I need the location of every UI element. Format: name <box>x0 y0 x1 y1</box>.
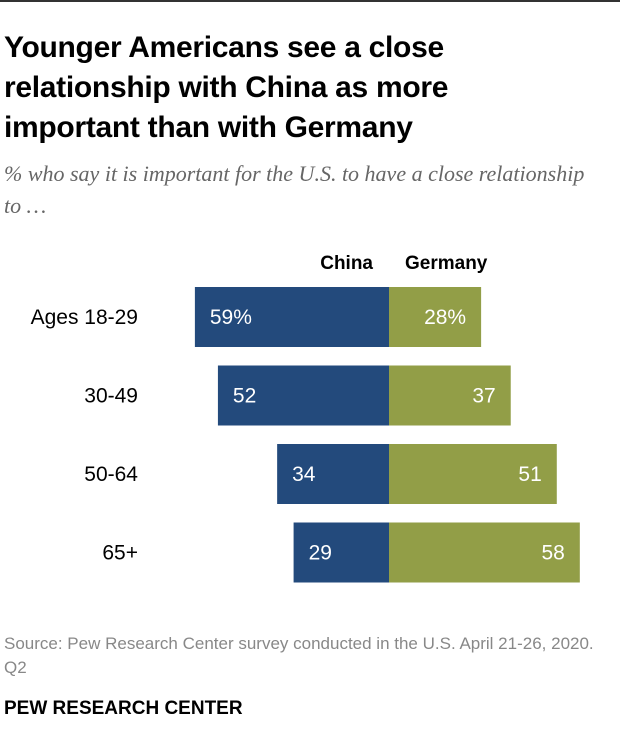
top-rule <box>0 0 620 2</box>
chart-subtitle: % who say it is important for the U.S. t… <box>4 161 585 218</box>
bar-germany-50-64 <box>389 444 557 504</box>
bar-china-ages-18-29 <box>194 287 389 347</box>
credit-line: PEW RESEARCH CENTER <box>4 698 243 719</box>
data-label-germany-50-64: 51 <box>518 463 541 486</box>
data-label-germany-ages-18-29: 28% <box>424 306 466 329</box>
data-label-china-ages-18-29: 59% <box>210 306 252 329</box>
diverging-bar-chart: China Germany Ages 18-29 59% 28% 30-49 52 37 50-… <box>31 253 580 583</box>
series-label-germany: Germany <box>405 253 488 274</box>
source-note: Source: Pew Research Center survey condu… <box>4 634 594 677</box>
bar-china-65- <box>293 522 389 583</box>
data-label-germany-65-: 58 <box>541 542 564 565</box>
data-label-china-30-49: 52 <box>233 385 256 408</box>
bar-germany-ages-18-29 <box>389 287 482 347</box>
data-label-china-50-64: 34 <box>292 463 316 486</box>
series-label-china: China <box>320 253 373 274</box>
bar-germany-30-49 <box>389 365 511 426</box>
category-label-65-: 65+ <box>102 542 138 565</box>
category-label-ages-18-29: Ages 18-29 <box>31 306 138 329</box>
category-label-30-49: 30-49 <box>84 385 138 408</box>
data-label-germany-30-49: 37 <box>472 385 495 408</box>
bar-china-30-49 <box>217 365 389 426</box>
chart-title: Younger Americans see a close relationsh… <box>4 31 449 144</box>
bar-china-50-64 <box>277 444 389 504</box>
bar-germany-65- <box>389 522 580 583</box>
data-label-china-65-: 29 <box>309 542 332 565</box>
category-label-50-64: 50-64 <box>84 463 138 486</box>
